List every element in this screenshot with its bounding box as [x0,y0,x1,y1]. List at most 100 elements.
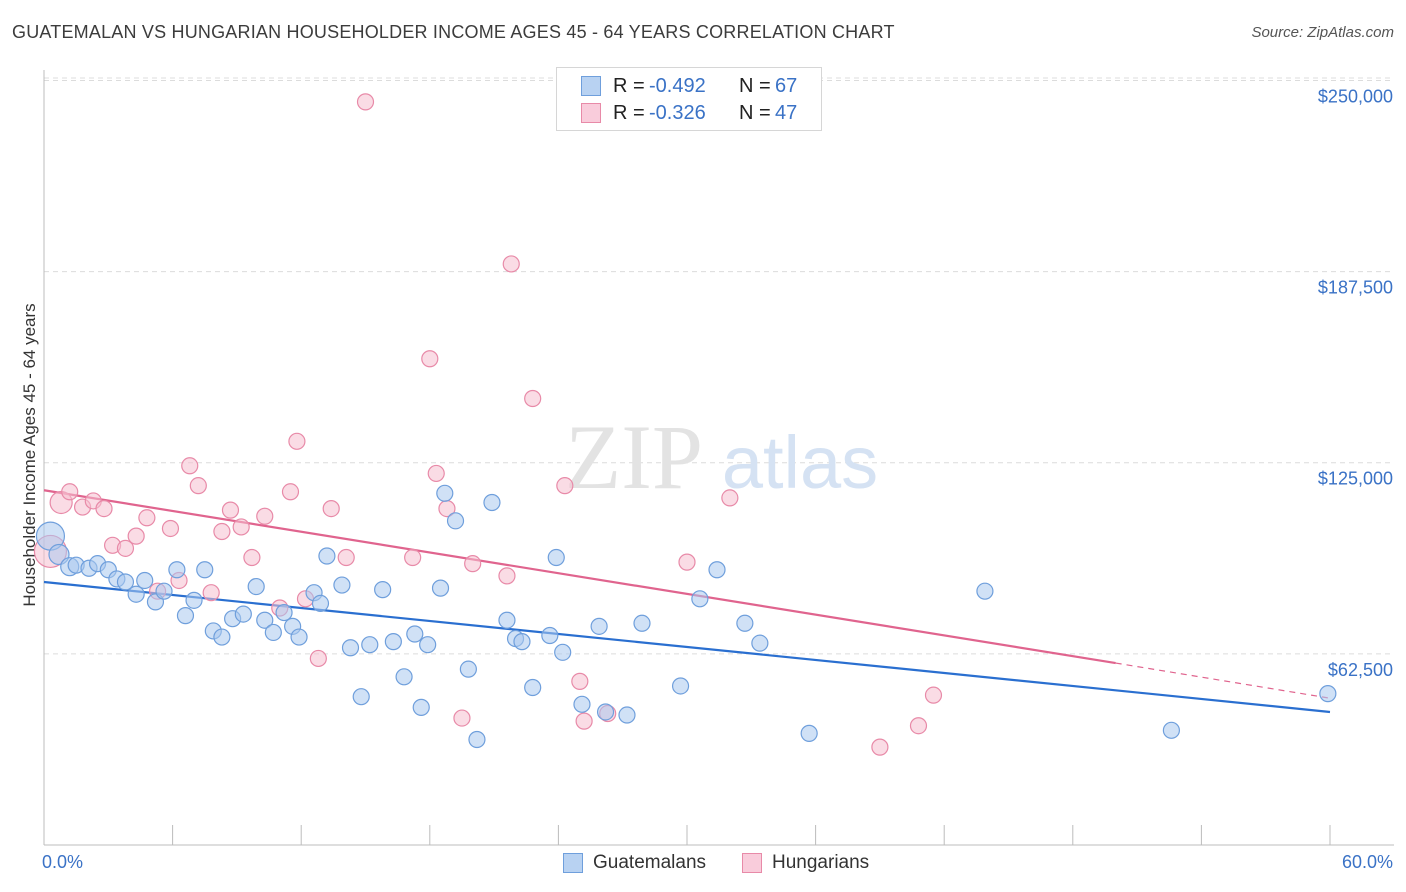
point-hungarians [221,501,240,519]
point-hungarians [556,477,574,495]
point-hungarians [721,489,739,507]
point-guatemalans [361,636,379,654]
y-tick-label: $250,000 [1318,86,1393,106]
point-hungarians [575,712,593,730]
y-tick-label: $125,000 [1318,469,1393,489]
point-guatemalans [751,634,769,652]
point-guatemalans [708,561,726,579]
point-guatemalans [446,512,465,530]
point-hungarians [213,522,231,541]
trendline-hungarians-extension [1115,662,1331,699]
n-label: N = [739,74,771,97]
point-hungarians [871,738,889,756]
guatemalans-swatch [581,76,601,96]
point-hungarians [281,483,300,501]
point-hungarians [498,567,516,585]
point-guatemalans [736,614,754,632]
point-guatemalans [590,617,608,635]
point-guatemalans [459,660,477,678]
point-guatemalans [247,577,265,596]
point-guatemalans [311,594,330,613]
point-hungarians [181,457,199,475]
point-guatemalans [168,561,186,579]
point-hungarians [243,548,261,567]
point-guatemalans [633,614,651,632]
point-hungarians [322,499,340,518]
point-hungarians [95,499,113,518]
point-guatemalans [264,623,282,642]
point-guatemalans [671,677,690,695]
point-guatemalans [541,626,559,645]
point-hungarians [309,649,327,668]
hungarians-swatch [742,853,762,873]
point-guatemalans [436,484,454,502]
data-points [33,93,1337,756]
axes [43,70,1394,846]
point-guatemalans [800,724,818,742]
point-guatemalans [483,493,501,512]
point-guatemalans [468,730,486,749]
point-guatemalans [513,633,531,651]
point-guatemalans [136,571,154,590]
point-guatemalans [547,548,565,567]
point-guatemalans [406,625,424,643]
point-guatemalans [185,591,203,609]
y-tick-label: $187,500 [1318,278,1393,298]
y-tick-labels: $62,500 $125,000 $187,500 $250,000 [1318,86,1393,679]
point-hungarians [502,255,520,273]
point-guatemalans [352,688,370,706]
hungarians-swatch [581,103,601,123]
point-guatemalans [498,611,516,629]
point-guatemalans [395,668,413,686]
point-hungarians [524,389,542,408]
point-hungarians [189,477,207,495]
point-guatemalans [976,582,994,600]
point-guatemalans [256,611,274,629]
y-tick-label: $62,500 [1328,660,1393,680]
point-guatemalans [1319,685,1337,703]
chart-title: GUATEMALAN VS HUNGARIAN HOUSEHOLDER INCO… [12,22,895,42]
point-hungarians [337,548,355,567]
point-guatemalans [618,706,636,724]
point-hungarians [256,507,274,525]
legend-row-hungarians: R = -0.326 N = 47 [581,101,797,125]
point-guatemalans [116,573,135,591]
point-guatemalans [333,576,351,594]
guatemalans-swatch [563,853,583,873]
point-hungarians [116,539,135,557]
r-label: R = [613,101,645,124]
zipatlas-watermark: ZIP atlas [565,406,878,508]
legend-item-hungarians: Hungarians [742,852,869,874]
point-guatemalans [196,561,214,579]
x-tick-max: 60.0% [1341,852,1393,872]
n-label: N = [739,101,771,124]
watermark-zip: ZIP [565,406,703,508]
point-hungarians [464,555,482,573]
point-guatemalans [275,603,293,622]
legend-item-guatemalans: Guatemalans [563,852,706,874]
trend-lines [43,489,1331,714]
point-hungarians [232,518,250,536]
watermark-atlas: atlas [722,421,878,504]
n-value: 47 [775,101,798,124]
point-hungarians [356,93,375,111]
trendline-hungarians [43,489,1116,665]
point-guatemalans [176,607,195,625]
point-guatemalans [384,633,402,651]
point-hungarians [924,686,943,704]
correlation-legend: R = -0.492 N = 67 R = -0.326 N = 47 [556,67,822,131]
point-guatemalans [431,579,450,597]
r-value: -0.326 [649,101,706,124]
point-guatemalans [691,590,709,608]
point-guatemalans [573,695,591,713]
point-hungarians [127,527,145,545]
legend-row-guatemalans: R = -0.492 N = 67 [581,74,797,98]
point-guatemalans [419,636,437,654]
legend-label-hungarians: Hungarians [772,852,870,873]
point-guatemalans [234,605,252,623]
point-guatemalans [290,628,308,646]
point-guatemalans [318,547,336,565]
point-hungarians [404,548,422,567]
point-hungarians [61,483,79,501]
